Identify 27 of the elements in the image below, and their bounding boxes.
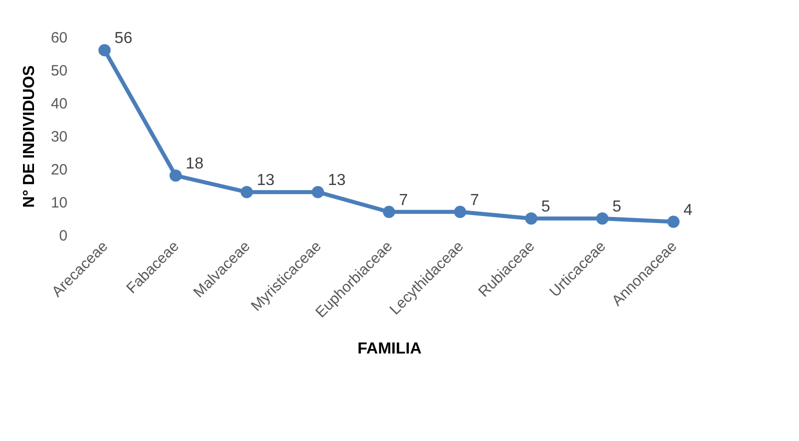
- data-label: 5: [612, 198, 622, 216]
- data-label: 5: [541, 198, 550, 216]
- point: [454, 206, 466, 218]
- data-label: 18: [186, 156, 204, 173]
- y-tick-label: 30: [50, 128, 68, 146]
- point: [240, 186, 253, 198]
- data-label: 56: [114, 30, 132, 48]
- y-tick-label: 10: [50, 194, 68, 212]
- point: [170, 169, 182, 182]
- point: [382, 206, 396, 218]
- y-axis-title: N° DE INDIVIDUOS: [20, 64, 38, 208]
- y-tick-label: 60: [50, 30, 68, 46]
- y-tick-label: 50: [50, 62, 68, 80]
- y-tick-label: 0: [59, 228, 68, 244]
- point: [525, 212, 538, 225]
- data-label: 7: [470, 192, 480, 209]
- data-label: 13: [328, 172, 346, 190]
- point: [667, 216, 680, 228]
- data-label: 13: [256, 172, 275, 190]
- point: [596, 212, 608, 225]
- point: [312, 186, 324, 198]
- point: [98, 44, 111, 56]
- data-label: 7: [399, 192, 408, 209]
- y-tick-label: 40: [50, 96, 68, 112]
- y-tick-label: 20: [50, 162, 68, 178]
- data-label: 4: [683, 202, 692, 219]
- x-axis-title: FAMILIA: [358, 340, 422, 358]
